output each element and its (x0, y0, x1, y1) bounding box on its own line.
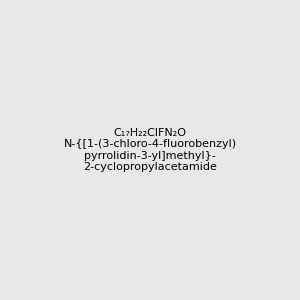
Text: C₁₇H₂₂ClFN₂O
N-{[1-(3-chloro-4-fluorobenzyl)
pyrrolidin-3-yl]methyl}-
2-cyclopro: C₁₇H₂₂ClFN₂O N-{[1-(3-chloro-4-fluoroben… (63, 128, 237, 172)
